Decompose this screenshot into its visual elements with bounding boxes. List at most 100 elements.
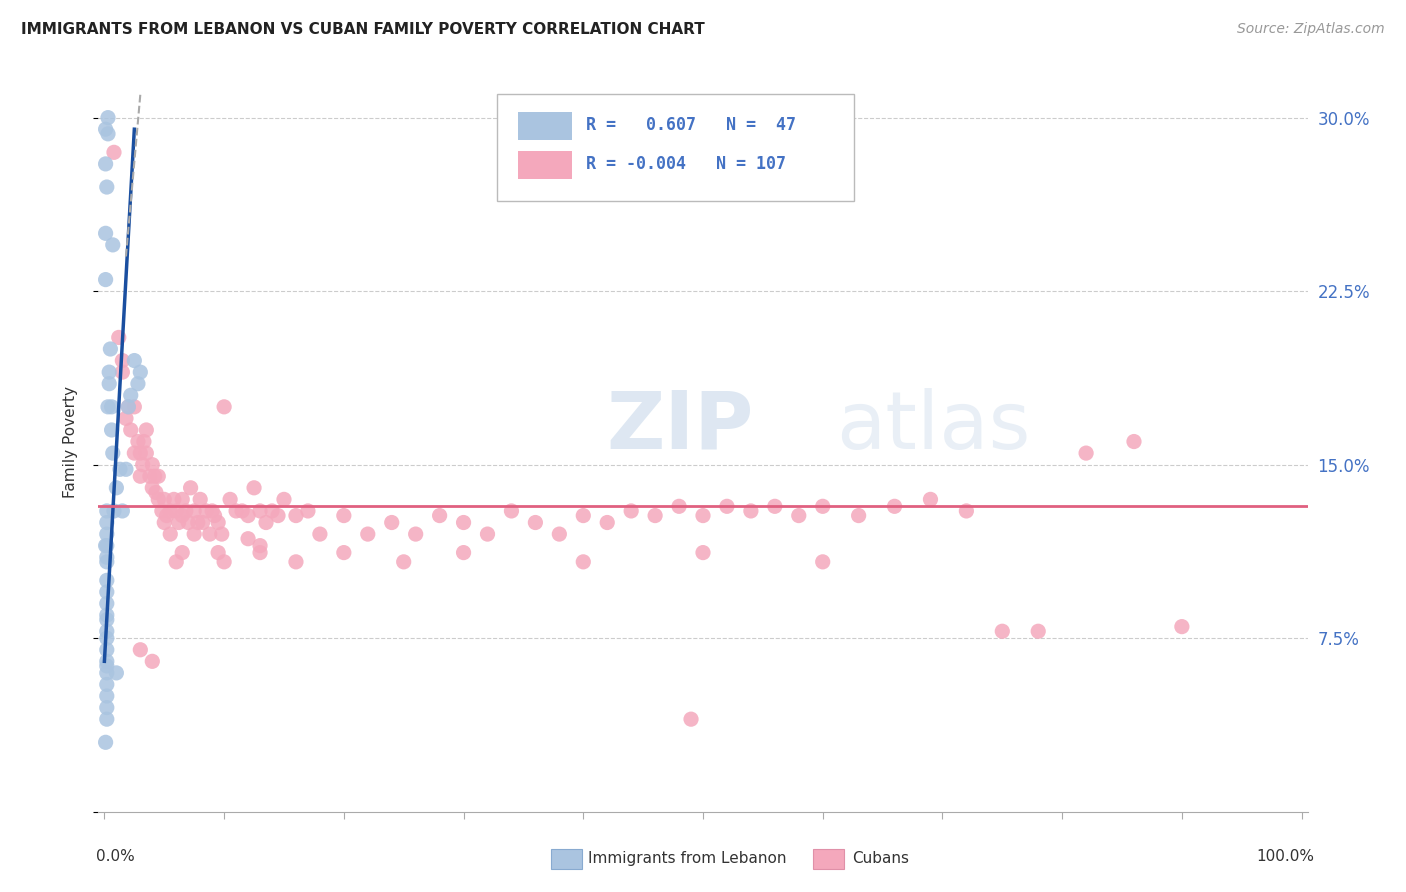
Point (96, 516, 118, 530)
Text: Immigrants from Lebanon: Immigrants from Lebanon (588, 851, 786, 865)
Point (198, 527, 221, 541)
Point (172, 545, 194, 560)
Point (1171, 619, 1194, 633)
Point (183, 527, 205, 541)
Point (108, 462, 131, 476)
Point (212, 555, 235, 569)
Point (284, 555, 307, 569)
Point (548, 527, 571, 541)
Point (260, 504, 283, 518)
Point (94, 272, 117, 286)
Point (231, 504, 253, 518)
Point (207, 545, 229, 560)
Point (129, 446, 152, 460)
Point (124, 400, 146, 414)
Point (96, 631, 118, 645)
Point (97, 127, 120, 141)
Point (381, 516, 404, 530)
Point (207, 516, 229, 530)
Point (225, 504, 247, 518)
Point (124, 446, 146, 460)
Point (120, 423, 142, 437)
Point (177, 516, 200, 530)
Point (101, 446, 124, 460)
Point (111, 353, 134, 368)
Point (97, 111, 120, 125)
Point (97, 400, 120, 414)
Point (115, 462, 138, 476)
Point (96, 550, 118, 565)
Point (96, 712, 118, 726)
Point (1026, 624, 1049, 639)
Point (96, 555, 118, 569)
Point (357, 527, 380, 541)
Text: atlas: atlas (837, 388, 1031, 466)
Point (163, 492, 186, 507)
Point (243, 481, 266, 495)
Point (105, 665, 128, 680)
Point (141, 654, 163, 668)
Text: R = -0.004   N = 107: R = -0.004 N = 107 (586, 155, 786, 173)
Point (453, 516, 475, 530)
Point (150, 504, 173, 518)
Point (763, 500, 786, 514)
Point (127, 434, 149, 449)
Point (596, 516, 619, 530)
Point (153, 516, 176, 530)
Point (787, 508, 810, 523)
Point (153, 492, 176, 507)
Point (236, 532, 259, 546)
Point (174, 504, 197, 518)
Point (572, 555, 595, 569)
Point (96, 665, 118, 680)
Point (94, 122, 117, 136)
Point (148, 492, 170, 507)
Point (236, 508, 259, 523)
Point (96, 585, 118, 599)
Text: R =   0.607   N =  47: R = 0.607 N = 47 (586, 117, 796, 135)
Point (117, 400, 139, 414)
Point (195, 504, 218, 518)
Point (1123, 434, 1146, 449)
Point (98, 376, 121, 391)
Point (94, 735, 117, 749)
FancyBboxPatch shape (498, 94, 855, 201)
Point (96, 527, 118, 541)
Point (145, 485, 167, 500)
Point (848, 508, 870, 523)
Point (96, 180, 118, 194)
Point (94, 157, 117, 171)
Point (955, 504, 977, 518)
Point (100, 342, 122, 356)
Point (524, 516, 547, 530)
Point (392, 555, 415, 569)
Point (129, 469, 152, 483)
Text: 100.0%: 100.0% (1257, 849, 1315, 864)
Point (297, 504, 319, 518)
Point (183, 504, 205, 518)
Point (501, 504, 523, 518)
Point (254, 516, 277, 530)
Point (135, 446, 157, 460)
Point (96, 613, 118, 627)
Point (117, 400, 139, 414)
Point (129, 365, 152, 379)
Point (333, 545, 356, 560)
Point (98, 365, 121, 379)
Point (135, 423, 157, 437)
Point (191, 516, 214, 530)
Point (96, 539, 118, 553)
Point (212, 400, 235, 414)
Point (211, 527, 233, 541)
Point (249, 504, 271, 518)
Point (103, 504, 125, 518)
Point (96, 700, 118, 714)
Point (668, 500, 690, 514)
Point (284, 508, 307, 523)
Point (180, 481, 202, 495)
Point (405, 527, 427, 541)
Point (333, 508, 356, 523)
Point (148, 469, 170, 483)
Point (716, 500, 738, 514)
Point (644, 508, 666, 523)
